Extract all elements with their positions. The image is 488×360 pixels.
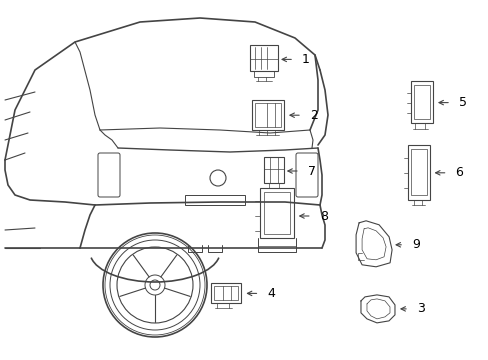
- Bar: [259, 188, 293, 238]
- Bar: [264, 157, 283, 183]
- Bar: [254, 71, 273, 77]
- Text: 2: 2: [309, 109, 317, 122]
- Bar: [263, 192, 289, 234]
- Bar: [211, 283, 241, 303]
- Bar: [410, 149, 426, 195]
- Text: 6: 6: [455, 166, 463, 179]
- Text: 8: 8: [319, 210, 327, 222]
- Bar: [254, 103, 281, 127]
- Bar: [249, 45, 278, 71]
- Bar: [184, 195, 244, 205]
- Bar: [251, 100, 284, 130]
- Bar: [407, 145, 428, 200]
- Bar: [413, 85, 429, 118]
- Bar: [214, 287, 238, 300]
- Text: 4: 4: [267, 287, 275, 300]
- Text: 1: 1: [302, 53, 309, 66]
- Text: 9: 9: [411, 238, 419, 251]
- Bar: [410, 81, 432, 123]
- Text: 5: 5: [458, 96, 466, 109]
- Text: 3: 3: [416, 302, 424, 315]
- Text: 7: 7: [307, 165, 315, 177]
